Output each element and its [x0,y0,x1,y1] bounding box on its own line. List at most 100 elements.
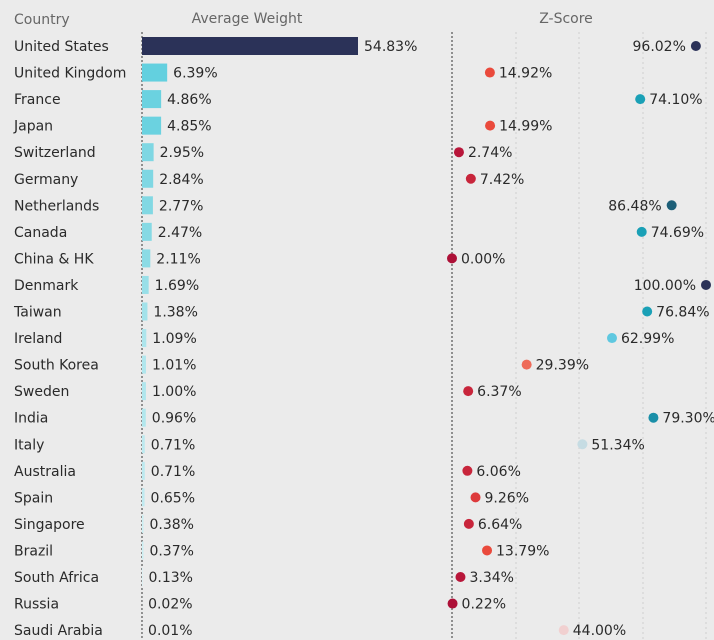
category-label: United Kingdom [14,66,126,82]
dot-label: 62.99% [621,331,674,347]
bar-label: 1.09% [152,331,196,347]
bar [142,355,146,374]
dot-label: 14.92% [499,66,552,82]
bar-label: 0.38% [149,517,193,533]
bar-label: 0.71% [151,464,195,480]
dot [484,67,495,78]
bar-label: 0.13% [149,570,193,586]
dot [666,200,677,211]
bar-label: 1.01% [152,358,196,374]
bar [142,275,149,294]
dot-label: 2.74% [468,145,512,161]
bar [142,90,162,109]
dot [690,41,701,51]
category-label: United States [14,39,109,55]
category-label: South Africa [14,570,99,586]
dot [485,120,496,131]
dot-label: 74.69% [651,225,704,241]
category-label: Taiwan [13,305,62,321]
category-label: Singapore [14,517,85,533]
dot [470,492,481,503]
column-header: Country [14,12,70,28]
category-label: Australia [14,464,76,480]
category-label: Netherlands [14,198,99,214]
category-label: France [14,92,61,108]
category-label: Ireland [14,331,62,347]
bar [142,63,168,82]
dot [558,625,569,636]
bar-label: 1.38% [153,305,197,321]
bar-label: 54.83% [364,39,417,55]
dot-label: 0.22% [462,597,506,613]
dot-label: 6.06% [476,464,520,480]
category-label: Saudi Arabia [14,623,103,639]
dot-label: 74.10% [649,92,702,108]
dot-label: 86.48% [608,198,661,214]
dot [636,226,647,237]
bar-label: 2.77% [159,198,203,214]
category-label: Canada [14,225,67,241]
bar-label: 4.86% [167,92,211,108]
category-label: Brazil [14,543,53,559]
dot [462,465,473,476]
bar-label: 0.65% [151,490,195,506]
dot [463,518,474,529]
dot-label: 96.02% [633,39,686,55]
category-label: Switzerland [14,145,96,161]
dot [455,572,466,582]
dot [642,306,653,317]
dot [521,359,532,370]
category-label: Denmark [14,278,79,294]
bar [142,196,153,215]
bar-label: 4.85% [167,119,211,135]
bar [142,249,151,268]
dot [606,333,617,344]
bar-label: 0.02% [148,597,192,613]
dot-label: 13.79% [496,543,549,559]
category-label: Spain [14,490,53,506]
dot [701,279,711,290]
dot-label: 79.30% [662,411,714,427]
bar [142,37,358,55]
bar [142,302,148,321]
category-label: Germany [14,172,78,188]
dot-label: 6.64% [478,517,522,533]
dot-label: 29.39% [536,358,589,374]
bar-label: 2.47% [158,225,202,241]
dot-label: 7.42% [480,172,524,188]
bar [142,568,143,586]
dot-label: 100.00% [634,278,696,294]
bar-label: 6.39% [173,66,217,82]
dot [465,173,476,184]
category-label: South Korea [14,358,99,374]
dot-label: 3.34% [469,570,513,586]
bar-label: 1.69% [155,278,199,294]
dot [648,412,659,423]
bar [142,329,147,348]
bar [142,116,162,135]
column-header: Z-Score [539,11,593,27]
dot-label: 9.26% [485,490,529,506]
dot [635,94,646,105]
bar-label: 2.95% [160,145,204,161]
category-label: India [14,411,48,427]
dot-label: 0.00% [461,251,505,267]
bar [142,222,152,241]
bar [142,435,145,454]
bar-label: 0.37% [149,543,193,559]
dot [463,386,474,397]
dot-label: 44.00% [573,623,626,639]
dot [482,545,493,556]
bar [142,488,145,507]
dot-label: 14.99% [499,119,552,135]
dot-label: 6.37% [477,384,521,400]
bar [142,408,146,427]
bar-label: 0.96% [152,411,196,427]
bar [142,169,154,188]
dot-label: 76.84% [656,305,709,321]
dot [447,253,457,264]
category-label: Russia [14,597,59,613]
category-label: Italy [14,437,44,453]
